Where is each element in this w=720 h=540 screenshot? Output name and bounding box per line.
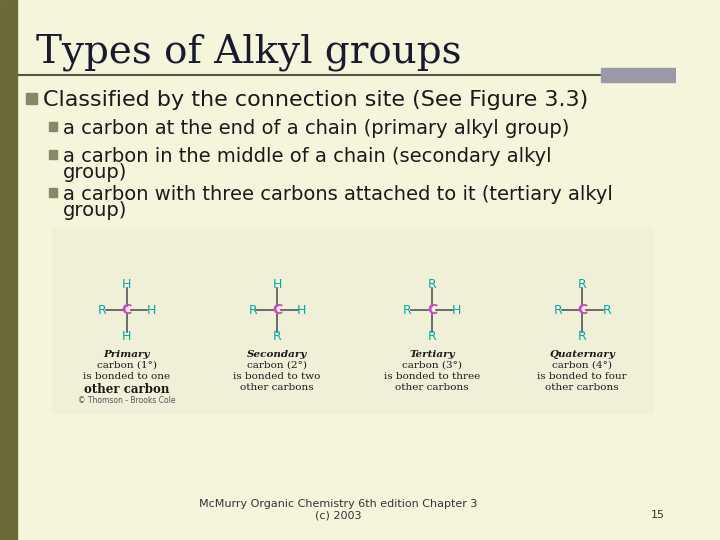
Text: R: R: [248, 303, 257, 316]
Bar: [49, 188, 58, 197]
Text: a carbon at the end of a chain (primary alkyl group): a carbon at the end of a chain (primary …: [63, 118, 570, 138]
Text: Tertiary: Tertiary: [409, 350, 455, 359]
Text: Types of Alkyl groups: Types of Alkyl groups: [36, 33, 462, 71]
Text: carbon (2°): carbon (2°): [247, 361, 307, 370]
Text: carbon (1°): carbon (1°): [96, 361, 157, 370]
Text: C: C: [427, 303, 437, 317]
Text: R: R: [578, 329, 587, 342]
Text: is bonded to four: is bonded to four: [537, 372, 627, 381]
Text: other carbons: other carbons: [546, 383, 619, 392]
Text: McMurry Organic Chemistry 6th edition Chapter 3
(c) 2003: McMurry Organic Chemistry 6th edition Ch…: [199, 499, 477, 521]
Text: C: C: [272, 303, 282, 317]
Bar: [49, 150, 58, 159]
Text: Secondary: Secondary: [247, 350, 307, 359]
Text: group): group): [63, 163, 127, 181]
Text: group): group): [63, 200, 127, 219]
Text: C: C: [577, 303, 588, 317]
Bar: [49, 122, 58, 131]
Text: H: H: [451, 303, 461, 316]
Text: is bonded to one: is bonded to one: [84, 372, 171, 381]
Text: H: H: [146, 303, 156, 316]
Text: R: R: [578, 278, 587, 291]
Bar: [601, 68, 676, 82]
Text: other carbons: other carbons: [395, 383, 469, 392]
Text: 15: 15: [650, 510, 665, 520]
Text: carbon (4°): carbon (4°): [552, 361, 612, 370]
Text: carbon (3°): carbon (3°): [402, 361, 462, 370]
Text: is bonded to three: is bonded to three: [384, 372, 480, 381]
Text: © Thomson - Brooks Cole: © Thomson - Brooks Cole: [78, 396, 176, 405]
Bar: [27, 93, 37, 104]
Text: Classified by the connection site (See Figure 3.3): Classified by the connection site (See F…: [43, 90, 588, 110]
Bar: [52, 228, 653, 413]
Text: H: H: [272, 278, 282, 291]
Text: R: R: [554, 303, 562, 316]
Text: H: H: [122, 329, 132, 342]
Text: R: R: [273, 329, 282, 342]
Text: a carbon in the middle of a chain (secondary alkyl: a carbon in the middle of a chain (secon…: [63, 146, 552, 165]
Bar: [0, 0, 17, 540]
Text: other carbons: other carbons: [240, 383, 314, 392]
Text: R: R: [403, 303, 412, 316]
Text: R: R: [428, 278, 436, 291]
Text: Primary: Primary: [104, 350, 150, 359]
Text: H: H: [122, 278, 132, 291]
Text: R: R: [428, 329, 436, 342]
Text: R: R: [603, 303, 611, 316]
Text: Quaternary: Quaternary: [549, 350, 615, 359]
Text: other carbon: other carbon: [84, 383, 169, 396]
Text: C: C: [122, 303, 132, 317]
Text: H: H: [297, 303, 306, 316]
Text: R: R: [98, 303, 107, 316]
Text: a carbon with three carbons attached to it (tertiary alkyl: a carbon with three carbons attached to …: [63, 185, 613, 204]
Text: is bonded to two: is bonded to two: [233, 372, 320, 381]
